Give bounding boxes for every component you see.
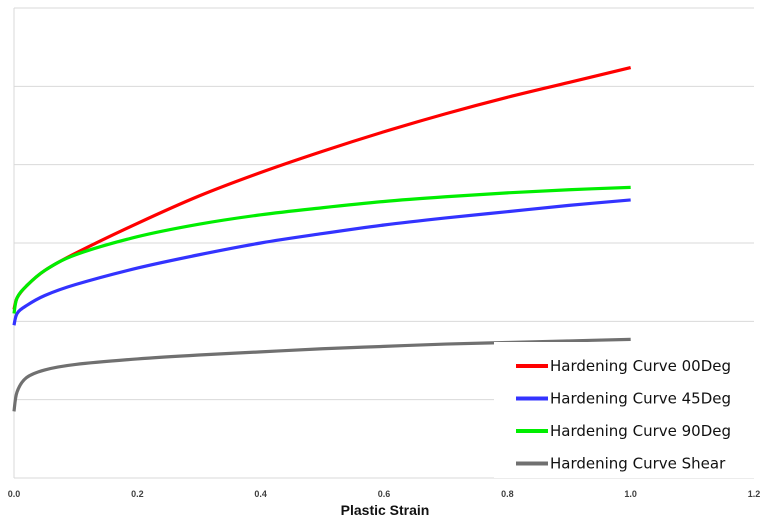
legend-label: Hardening Curve 90Deg <box>550 422 731 440</box>
x-axis-label: Plastic Strain <box>341 502 430 518</box>
series-line-0 <box>12 65 632 310</box>
x-tick-label: 0.6 <box>378 489 391 499</box>
x-tick-label: 0.4 <box>254 489 267 499</box>
x-tick-label: 1.2 <box>748 489 761 499</box>
legend-label: Hardening Curve 00Deg <box>550 357 731 375</box>
gridlines <box>14 7 754 401</box>
series-line-1 <box>12 198 631 326</box>
legend-label: Hardening Curve 45Deg <box>550 390 731 408</box>
series-line-2 <box>12 185 631 314</box>
x-axis-ticks: 0.0 0.2 0.4 0.6 0.8 1.0 1.2 <box>8 489 761 499</box>
x-tick-label: 0.0 <box>8 489 21 499</box>
x-tick-label: 0.2 <box>131 489 144 499</box>
legend: Hardening Curve 00Deg Hardening Curve 45D… <box>494 342 756 478</box>
x-tick-label: 0.8 <box>501 489 514 499</box>
legend-label: Hardening Curve Shear <box>550 455 726 473</box>
x-tick-label: 1.0 <box>624 489 637 499</box>
